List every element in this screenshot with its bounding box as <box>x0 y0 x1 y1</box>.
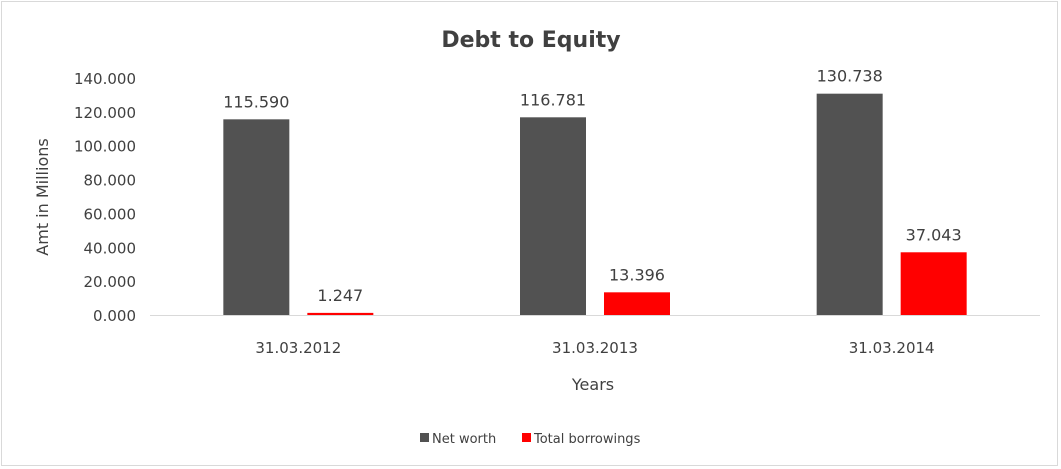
y-tick-label: 20.000 <box>84 273 137 291</box>
y-tick-label: 60.000 <box>84 205 137 223</box>
y-tick-label: 80.000 <box>84 172 137 190</box>
legend-label: Net worth <box>432 432 496 447</box>
bar-total-borrowings <box>604 292 670 315</box>
legend-swatch <box>420 433 429 442</box>
chart-title: Debt to Equity <box>441 28 620 53</box>
y-axis-title: Amt in Millions <box>33 138 52 255</box>
x-axis-title: Years <box>571 375 614 394</box>
x-tick-label: 31.03.2012 <box>255 339 341 357</box>
x-tick-label: 31.03.2014 <box>849 339 935 357</box>
y-tick-label: 100.000 <box>74 138 136 156</box>
y-tick-label: 0.000 <box>93 307 136 325</box>
bar-total-borrowings <box>900 252 967 315</box>
data-label: 37.043 <box>906 225 962 244</box>
legend-label: Total borrowings <box>533 432 641 447</box>
data-label: 130.738 <box>817 67 883 86</box>
data-label: 116.781 <box>520 90 586 109</box>
bar-net-worth <box>816 93 883 315</box>
data-label: 13.396 <box>609 265 665 284</box>
data-label: 115.590 <box>223 92 289 111</box>
data-label: 1.247 <box>317 286 363 305</box>
bar-net-worth <box>520 117 586 315</box>
y-tick-label: 140.000 <box>74 70 136 88</box>
bar-total-borrowings <box>307 312 374 315</box>
y-tick-label: 120.000 <box>74 104 136 122</box>
x-tick-label: 31.03.2013 <box>552 339 638 357</box>
legend-swatch <box>522 433 531 442</box>
bar-net-worth <box>223 119 290 316</box>
y-tick-label: 40.000 <box>84 239 137 257</box>
